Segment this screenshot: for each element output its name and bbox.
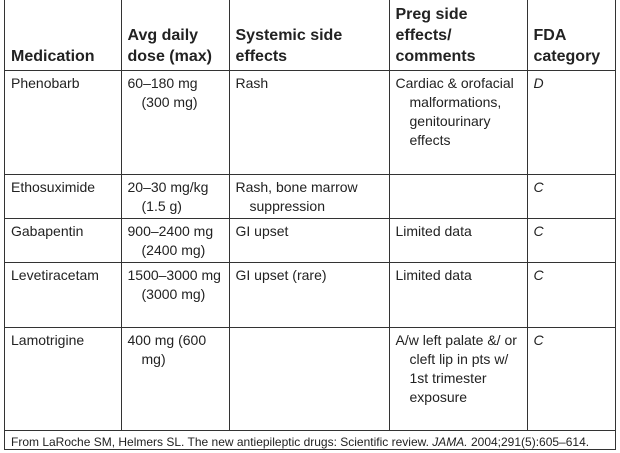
table-cell: Lamotrigine <box>5 327 121 431</box>
cell-text: A/w left palate &/ or cleft lip in pts w… <box>395 332 517 405</box>
table-cell: Phenobarb <box>5 70 121 175</box>
cell-text: Ethosuximide <box>11 179 96 195</box>
cell-text: 20–30 mg/kg (1.5 g) <box>127 179 209 214</box>
table-row: Gabapentin 900–2400 mg (2400 mg) GI upset L… <box>5 218 615 263</box>
table-cell <box>228 327 389 431</box>
table-row: Lamotrigine 400 mg (600 mg) A/w left palat… <box>5 327 615 431</box>
table-cell: Levetiracetam <box>5 262 121 328</box>
table-cell: Rash <box>228 70 389 175</box>
table-cell: 900–2400 mg (2400 mg) <box>120 218 229 263</box>
table-cell: Limited data <box>388 262 527 328</box>
table-cell: Ethosuximide <box>5 174 121 219</box>
cell-text: GI upset (rare) <box>235 267 327 283</box>
cell-text: Phenobarb <box>11 75 80 91</box>
table-cell: C <box>526 218 615 263</box>
table-cell: D <box>526 70 615 175</box>
cell-text: 60–180 mg (300 mg) <box>127 75 198 110</box>
table-cell: Rash, bone marrow suppression <box>228 174 389 219</box>
table-cell: 60–180 mg (300 mg) <box>120 70 229 175</box>
table-cell <box>388 174 527 219</box>
column-header: Medication <box>5 0 121 71</box>
table-row: Levetiracetam 1500–3000 mg (3000 mg) GI up… <box>5 262 615 328</box>
table-row: Phenobarb 60–180 mg (300 mg) Rash Cardiac &… <box>5 70 615 175</box>
table-cell: Limited data <box>388 218 527 263</box>
footnote-text: 2004;291(5):605–614. <box>467 435 590 449</box>
cell-text: Lamotrigine <box>11 332 85 348</box>
table-cell: A/w left palate &/ or cleft lip in pts w… <box>388 327 527 431</box>
column-header: Avg daily dose (max) <box>120 0 229 71</box>
table-frame: Medication Avg daily dose (max) Systemic s… <box>4 0 616 450</box>
table-cell: 400 mg (600 mg) <box>120 327 229 431</box>
table-cell: C <box>526 174 615 219</box>
cell-text: C <box>533 267 544 283</box>
cell-text: GI upset <box>235 223 289 239</box>
cell-text: 900–2400 mg (2400 mg) <box>127 223 214 258</box>
cell-text: Limited data <box>395 223 472 239</box>
footnote: From LaRoche SM, Helmers SL. The new ant… <box>5 431 615 453</box>
table-cell: 1500–3000 mg (3000 mg) <box>120 262 229 328</box>
cell-text: Rash, bone marrow suppression <box>235 179 358 214</box>
cell-text: C <box>533 332 544 348</box>
cell-text: Limited data <box>395 267 472 283</box>
table-row: Ethosuximide 20–30 mg/kg (1.5 g) Rash, bon… <box>5 174 615 219</box>
table-cell: Gabapentin <box>5 218 121 263</box>
cell-text: Cardiac & orofacial malformations, genit… <box>395 75 514 148</box>
footnote-text: From LaRoche SM, Helmers SL. The new ant… <box>11 435 433 449</box>
column-header: Systemic side effects <box>228 0 389 71</box>
cell-text: Levetiracetam <box>11 267 99 283</box>
header-row: Medication Avg daily dose (max) Systemic s… <box>5 0 615 71</box>
table-cell: C <box>526 327 615 431</box>
column-header: FDA category <box>526 0 615 71</box>
cell-text: D <box>533 75 544 91</box>
table: Medication Avg daily dose (max) Systemic s… <box>5 0 615 431</box>
table-cell: GI upset (rare) <box>228 262 389 328</box>
cell-text: Gabapentin <box>11 223 84 239</box>
cell-text: Rash <box>235 75 269 91</box>
cell-text: C <box>533 179 544 195</box>
journal: JAMA. <box>432 435 468 449</box>
table-cell: C <box>526 262 615 328</box>
table-cell: Cardiac & orofacial malformations, genit… <box>388 70 527 175</box>
cell-text: 1500–3000 mg (3000 mg) <box>127 267 221 302</box>
column-header: Preg side effects/ comments <box>388 0 527 71</box>
table-cell: 20–30 mg/kg (1.5 g) <box>120 174 229 219</box>
table-cell: GI upset <box>228 218 389 263</box>
cell-text: 400 mg (600 mg) <box>127 332 207 367</box>
cell-text: C <box>533 223 544 239</box>
